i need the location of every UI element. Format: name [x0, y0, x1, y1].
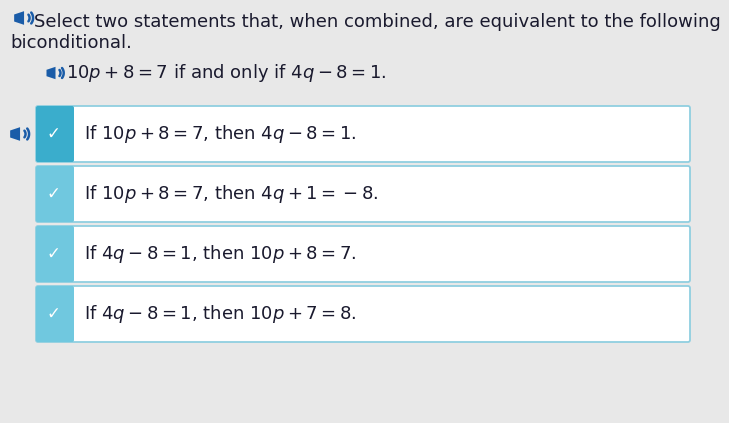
Text: biconditional.: biconditional.: [10, 34, 132, 52]
Bar: [66, 109, 74, 159]
Text: ✓: ✓: [46, 305, 60, 323]
Bar: [66, 229, 74, 279]
Text: If $10p + 8 = 7$, then $4q + 1 = -8.$: If $10p + 8 = 7$, then $4q + 1 = -8.$: [84, 183, 379, 205]
FancyBboxPatch shape: [36, 106, 690, 162]
FancyBboxPatch shape: [36, 286, 690, 342]
FancyBboxPatch shape: [36, 166, 690, 222]
Bar: [66, 169, 74, 219]
FancyBboxPatch shape: [36, 166, 74, 222]
Bar: [66, 289, 74, 339]
FancyBboxPatch shape: [36, 226, 690, 282]
Text: ✓: ✓: [46, 185, 60, 203]
FancyBboxPatch shape: [36, 286, 74, 342]
Text: If $10p + 8 = 7$, then $4q - 8 = 1.$: If $10p + 8 = 7$, then $4q - 8 = 1.$: [84, 123, 356, 145]
Text: $10p + 8 = 7$ if and only if $4q - 8 = 1.$: $10p + 8 = 7$ if and only if $4q - 8 = 1…: [66, 62, 386, 84]
Text: ✓: ✓: [46, 125, 60, 143]
Text: Select two statements that, when combined, are equivalent to the following: Select two statements that, when combine…: [34, 13, 721, 31]
Polygon shape: [14, 11, 24, 25]
Text: ✓: ✓: [46, 245, 60, 263]
Polygon shape: [10, 127, 20, 141]
Text: If $4q - 8 = 1$, then $10p + 8 = 7.$: If $4q - 8 = 1$, then $10p + 8 = 7.$: [84, 243, 356, 265]
FancyBboxPatch shape: [36, 226, 74, 282]
Polygon shape: [47, 67, 55, 79]
Text: If $4q - 8 = 1$, then $10p + 7 = 8.$: If $4q - 8 = 1$, then $10p + 7 = 8.$: [84, 303, 356, 325]
FancyBboxPatch shape: [36, 106, 74, 162]
